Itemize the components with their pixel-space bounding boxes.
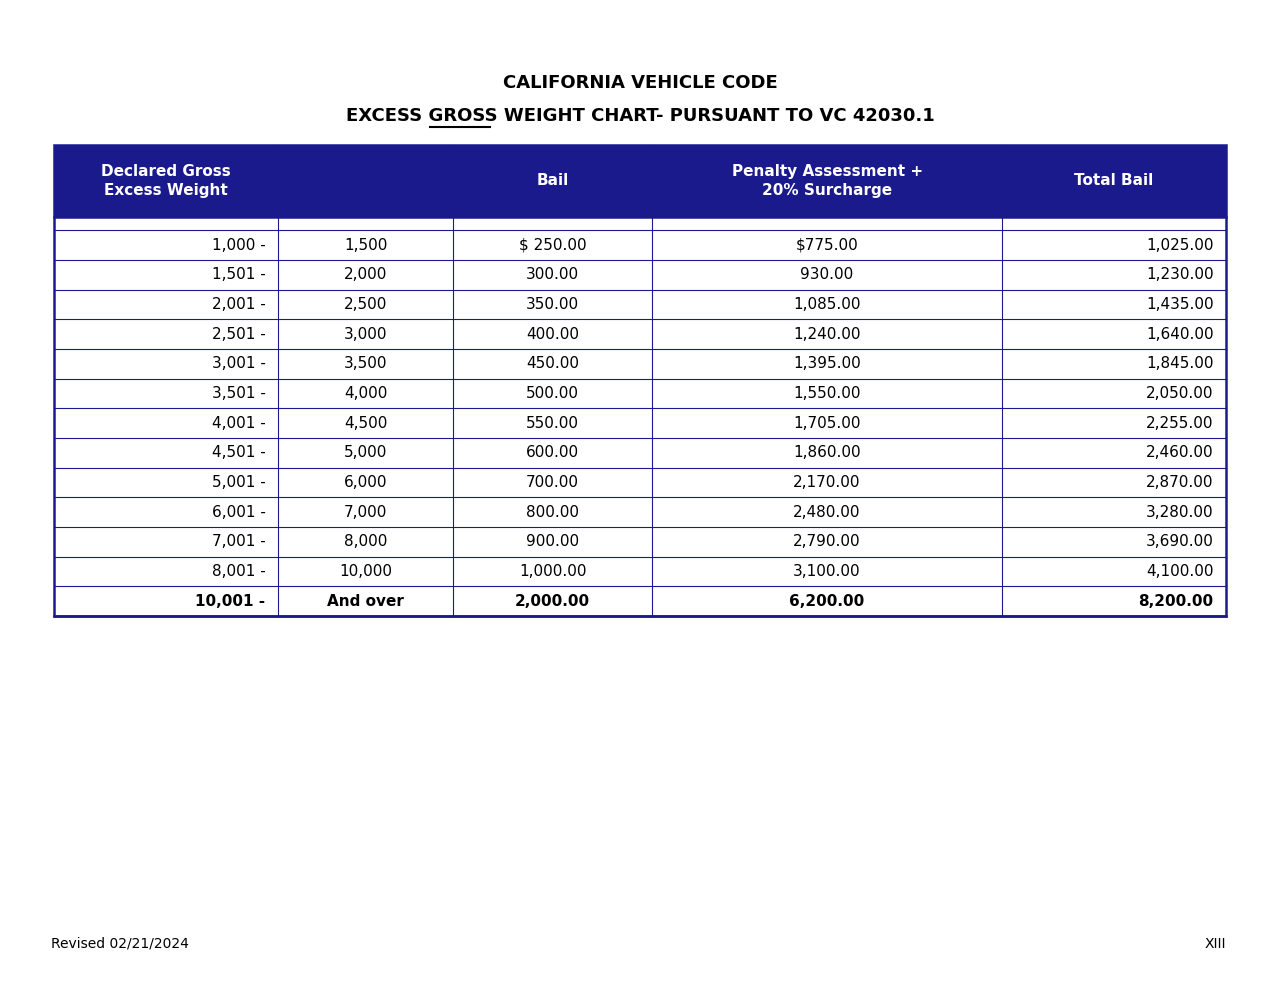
Text: 1,240.00: 1,240.00 (794, 326, 861, 342)
Bar (54, 438, 1226, 468)
Text: 700.00: 700.00 (526, 475, 579, 491)
Bar (54, 290, 1226, 319)
Text: 1,501 -: 1,501 - (211, 267, 265, 283)
Bar (54, 260, 1226, 290)
Text: 3,500: 3,500 (344, 356, 388, 372)
Text: 2,460.00: 2,460.00 (1146, 445, 1213, 461)
Text: Declared Gross
Excess Weight: Declared Gross Excess Weight (101, 164, 230, 198)
Text: 1,000 -: 1,000 - (211, 237, 265, 253)
Text: EXCESS GROSS WEIGHT CHART- PURSUANT TO VC 42030.1: EXCESS GROSS WEIGHT CHART- PURSUANT TO V… (346, 107, 934, 125)
Text: 6,001 -: 6,001 - (211, 504, 265, 520)
Text: CALIFORNIA VEHICLE CODE: CALIFORNIA VEHICLE CODE (503, 74, 777, 92)
Text: 3,001 -: 3,001 - (211, 356, 265, 372)
Text: Bail: Bail (536, 173, 568, 189)
Bar (54, 408, 1226, 438)
Text: 1,845.00: 1,845.00 (1146, 356, 1213, 372)
Text: 1,000.00: 1,000.00 (518, 564, 586, 580)
Text: 2,790.00: 2,790.00 (794, 534, 861, 550)
Text: 1,705.00: 1,705.00 (794, 415, 861, 431)
Text: 500.00: 500.00 (526, 386, 579, 402)
Text: $775.00: $775.00 (796, 237, 859, 253)
Text: Total Bail: Total Bail (1074, 173, 1153, 189)
Text: 2,000: 2,000 (344, 267, 388, 283)
Text: Penalty Assessment +
20% Surcharge: Penalty Assessment + 20% Surcharge (732, 164, 923, 198)
Text: 4,001 -: 4,001 - (211, 415, 265, 431)
Bar (54, 145, 1226, 616)
Text: 1,435.00: 1,435.00 (1146, 297, 1213, 313)
Text: 8,200.00: 8,200.00 (1138, 593, 1213, 609)
Text: 2,870.00: 2,870.00 (1146, 475, 1213, 491)
Text: 1,085.00: 1,085.00 (794, 297, 861, 313)
Text: 800.00: 800.00 (526, 504, 579, 520)
Text: 2,170.00: 2,170.00 (794, 475, 861, 491)
Text: 1,860.00: 1,860.00 (794, 445, 861, 461)
Text: 4,100.00: 4,100.00 (1146, 564, 1213, 580)
Bar (54, 145, 1226, 217)
Text: 2,255.00: 2,255.00 (1146, 415, 1213, 431)
Bar (54, 468, 1226, 497)
Text: 300.00: 300.00 (526, 267, 580, 283)
Text: 350.00: 350.00 (526, 297, 580, 313)
Text: 2,500: 2,500 (344, 297, 388, 313)
Text: And over: And over (328, 593, 404, 609)
Text: 1,640.00: 1,640.00 (1146, 326, 1213, 342)
Text: 1,025.00: 1,025.00 (1146, 237, 1213, 253)
Bar (54, 349, 1226, 379)
Bar (54, 497, 1226, 527)
Text: 5,000: 5,000 (344, 445, 388, 461)
Text: 6,200.00: 6,200.00 (790, 593, 865, 609)
Text: 930.00: 930.00 (800, 267, 854, 283)
Bar (54, 319, 1226, 349)
Text: 1,500: 1,500 (344, 237, 388, 253)
Text: 450.00: 450.00 (526, 356, 579, 372)
Text: Revised 02/21/2024: Revised 02/21/2024 (51, 937, 189, 950)
Text: 900.00: 900.00 (526, 534, 580, 550)
Text: 2,501 -: 2,501 - (211, 326, 265, 342)
Text: 4,000: 4,000 (344, 386, 388, 402)
Text: 600.00: 600.00 (526, 445, 580, 461)
Text: 3,501 -: 3,501 - (211, 386, 265, 402)
Text: 2,001 -: 2,001 - (211, 297, 265, 313)
Bar (54, 527, 1226, 557)
Bar (54, 217, 1226, 230)
Text: 8,000: 8,000 (344, 534, 388, 550)
Text: 1,395.00: 1,395.00 (794, 356, 861, 372)
Text: $ 250.00: $ 250.00 (518, 237, 586, 253)
Bar (54, 586, 1226, 616)
Text: 4,500: 4,500 (344, 415, 388, 431)
Text: 10,001 -: 10,001 - (196, 593, 265, 609)
Text: 3,000: 3,000 (344, 326, 388, 342)
Text: 10,000: 10,000 (339, 564, 392, 580)
Text: 7,000: 7,000 (344, 504, 388, 520)
Text: 2,480.00: 2,480.00 (794, 504, 861, 520)
Bar (54, 230, 1226, 260)
Bar (54, 557, 1226, 586)
Text: XIII: XIII (1204, 937, 1226, 950)
Text: 3,100.00: 3,100.00 (794, 564, 861, 580)
Text: 8,001 -: 8,001 - (211, 564, 265, 580)
Text: 7,001 -: 7,001 - (211, 534, 265, 550)
Text: 2,000.00: 2,000.00 (515, 593, 590, 609)
Text: 3,690.00: 3,690.00 (1146, 534, 1213, 550)
Text: 1,230.00: 1,230.00 (1146, 267, 1213, 283)
Bar (54, 379, 1226, 408)
Text: 1,550.00: 1,550.00 (794, 386, 861, 402)
Text: 2,050.00: 2,050.00 (1146, 386, 1213, 402)
Text: 6,000: 6,000 (344, 475, 388, 491)
Text: 550.00: 550.00 (526, 415, 579, 431)
Text: 5,001 -: 5,001 - (211, 475, 265, 491)
Text: 400.00: 400.00 (526, 326, 579, 342)
Text: 3,280.00: 3,280.00 (1146, 504, 1213, 520)
Text: 4,501 -: 4,501 - (211, 445, 265, 461)
